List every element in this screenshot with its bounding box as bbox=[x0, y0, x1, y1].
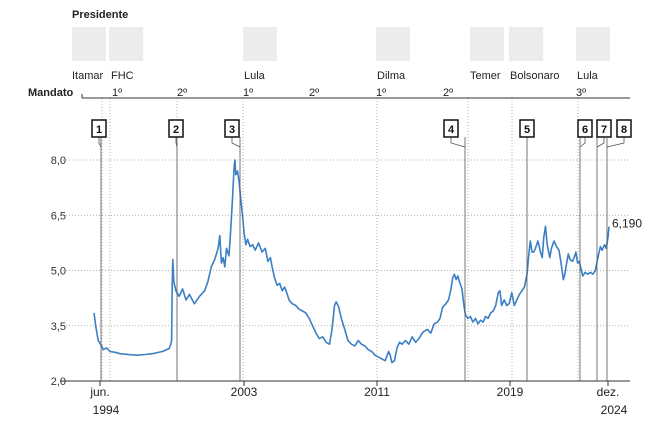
exchange-rate-line bbox=[93, 159, 610, 364]
event-connector bbox=[596, 137, 605, 148]
x-tick-label-year: 1994 bbox=[93, 403, 120, 417]
y-tick-label: 3,5 bbox=[51, 321, 66, 333]
term-label: 2º bbox=[443, 87, 453, 99]
x-tick-label: jun. bbox=[89, 385, 109, 399]
grid-lines bbox=[60, 159, 630, 327]
president-name-itamar: Itamar bbox=[72, 70, 104, 82]
event-marker-box bbox=[443, 119, 459, 138]
event-connector bbox=[579, 137, 586, 148]
event-marker-number: 1 bbox=[96, 124, 102, 136]
x-tick-label: 2019 bbox=[497, 385, 524, 399]
event-marker-8: 8 bbox=[606, 119, 632, 381]
president-name-lula-1: Lula bbox=[244, 70, 265, 82]
guide-lines bbox=[101, 98, 579, 381]
president-photo-bolsonaro bbox=[509, 27, 543, 61]
header-title: Presidente bbox=[72, 9, 129, 21]
x-tick-label: 2003 bbox=[231, 385, 258, 399]
term-label: 1º bbox=[376, 87, 386, 99]
event-marker-box bbox=[577, 119, 593, 138]
mandato-label: Mandato bbox=[28, 87, 74, 99]
event-connector bbox=[606, 137, 625, 148]
event-markers: 1 2 3 4 5 6 7 8 bbox=[91, 119, 632, 381]
end-value-label: 6,190 bbox=[612, 217, 642, 231]
event-connector bbox=[175, 137, 178, 148]
y-tick-label: 5,0 bbox=[51, 266, 66, 278]
event-marker-3: 3 bbox=[224, 119, 241, 381]
y-tick-label: 2,0 bbox=[51, 376, 66, 388]
event-marker-number: 3 bbox=[229, 124, 235, 136]
event-marker-2: 2 bbox=[168, 119, 184, 381]
axes bbox=[60, 94, 630, 386]
president-photo-dilma bbox=[376, 27, 410, 61]
event-marker-number: 6 bbox=[582, 124, 588, 136]
president-photo-itamar bbox=[72, 27, 106, 61]
x-tick-label: 2011 bbox=[364, 385, 390, 399]
event-marker-5: 5 bbox=[519, 119, 535, 381]
x-tick-label-year: 2024 bbox=[601, 403, 628, 417]
president-photo-temer bbox=[470, 27, 504, 61]
president-name-fhc: FHC bbox=[111, 70, 134, 82]
term-label: 1º bbox=[243, 87, 253, 99]
event-marker-1: 1 bbox=[91, 119, 107, 381]
x-tick-label: dez. bbox=[597, 385, 620, 399]
event-connector bbox=[231, 137, 241, 148]
labels: 2,0 3,5 5,0 6,5 8,0 1º 2º 1º 2º 1º 2º 3º jun. 1994 200… bbox=[51, 87, 643, 417]
event-marker-6: 6 bbox=[577, 119, 593, 381]
y-tick-label: 6,5 bbox=[51, 210, 66, 222]
president-photo-lula-1 bbox=[243, 27, 277, 61]
event-marker-7: 7 bbox=[596, 119, 612, 381]
event-marker-box bbox=[224, 119, 240, 138]
president-name-temer: Temer bbox=[470, 70, 501, 82]
event-marker-box bbox=[596, 119, 612, 138]
event-marker-number: 8 bbox=[621, 124, 627, 136]
event-marker-box bbox=[91, 119, 107, 138]
event-marker-box bbox=[519, 119, 535, 138]
event-marker-number: 2 bbox=[173, 124, 179, 136]
president-photo-lula-3 bbox=[576, 27, 610, 61]
event-marker-box bbox=[616, 119, 632, 138]
term-label: 3º bbox=[576, 87, 586, 99]
event-connector bbox=[98, 137, 102, 148]
series bbox=[93, 159, 610, 364]
event-marker-number: 7 bbox=[601, 124, 607, 136]
president-name-lula-3: Lula bbox=[577, 70, 598, 82]
president-name-bolsonaro: Bolsonaro bbox=[510, 70, 560, 82]
president-name-dilma: Dilma bbox=[377, 70, 406, 82]
term-label: 2º bbox=[309, 87, 319, 99]
event-marker-box bbox=[168, 119, 184, 138]
event-marker-number: 5 bbox=[524, 124, 530, 136]
president-photo-fhc bbox=[109, 27, 143, 61]
event-marker-number: 4 bbox=[448, 124, 455, 136]
event-marker-4: 4 bbox=[443, 119, 466, 381]
y-tick-label: 8,0 bbox=[51, 155, 66, 167]
term-label: 2º bbox=[177, 87, 187, 99]
term-label: 1º bbox=[112, 87, 122, 99]
event-connector bbox=[450, 137, 466, 148]
